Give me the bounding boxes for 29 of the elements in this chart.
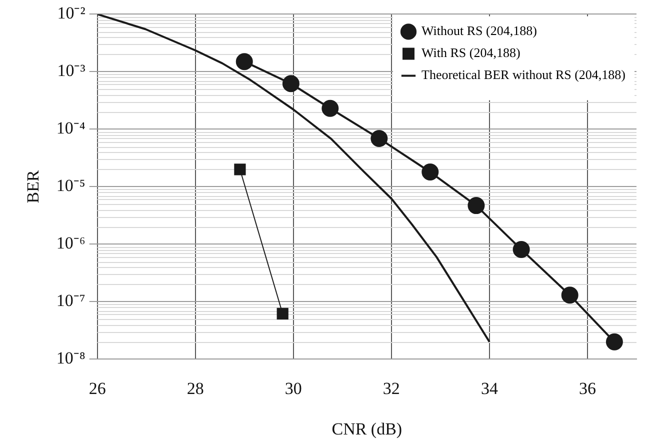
point bbox=[322, 100, 339, 117]
point bbox=[236, 53, 253, 70]
y-tick-label: 10⁻⁸ bbox=[56, 348, 86, 368]
y-tick-label: 10⁻⁴ bbox=[56, 118, 86, 138]
x-tick-label: 26 bbox=[88, 378, 106, 398]
y-tick-label: 10⁻⁵ bbox=[56, 176, 86, 196]
point bbox=[606, 333, 623, 350]
x-tick-label: 28 bbox=[186, 378, 204, 398]
y-tick-label: 10⁻² bbox=[57, 4, 86, 23]
x-tick-label: 36 bbox=[578, 378, 596, 398]
legend-label: Without RS (204,188) bbox=[422, 23, 537, 38]
y-tick-label: 10⁻³ bbox=[57, 61, 86, 80]
y-tick-label: 10⁻⁶ bbox=[56, 234, 86, 253]
point bbox=[561, 286, 578, 304]
legend-label: Theoretical BER without RS (204,188) bbox=[422, 67, 626, 82]
point bbox=[422, 164, 439, 181]
point bbox=[512, 240, 530, 258]
x-tick-label: 30 bbox=[284, 378, 302, 398]
x-tick-label: 32 bbox=[382, 378, 400, 398]
x-axis-title: CNR (dB) bbox=[332, 419, 402, 438]
point bbox=[468, 197, 485, 214]
y-tick-label: 10⁻⁷ bbox=[56, 291, 86, 310]
legend-label: With RS (204,188) bbox=[422, 45, 520, 60]
point bbox=[370, 130, 388, 147]
point bbox=[282, 75, 300, 92]
x-tick-label: 34 bbox=[480, 378, 498, 398]
point bbox=[276, 308, 288, 320]
point bbox=[234, 164, 246, 176]
y-axis-title: BER bbox=[24, 170, 43, 204]
